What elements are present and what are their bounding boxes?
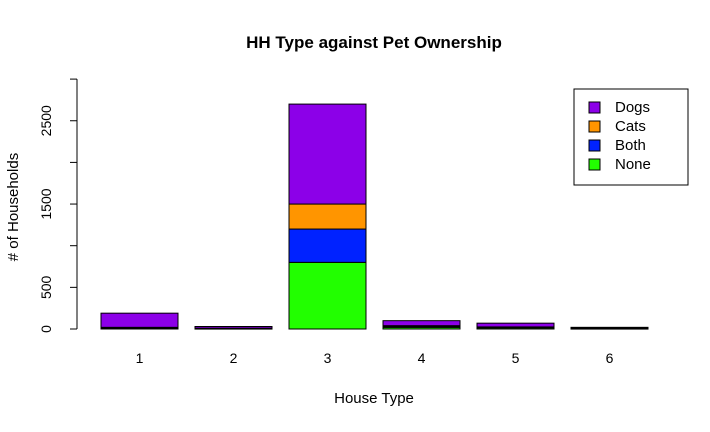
legend-swatch-both: [588, 139, 601, 152]
bar-segment-none: [288, 261, 367, 330]
bar-segment-cats: [288, 203, 367, 230]
y-tick-label: 1500: [38, 188, 54, 219]
legend-swatch-none: [588, 158, 601, 171]
legend-label-dogs: Dogs: [615, 99, 650, 116]
y-tick-label: 500: [38, 275, 54, 299]
legend-swatch-dogs: [588, 101, 601, 114]
x-tick-label: 4: [418, 350, 426, 366]
legend-label-both: Both: [615, 137, 646, 154]
bar-segment-dogs: [382, 320, 461, 327]
bar-segment-dogs: [570, 326, 649, 329]
bar-segment-dogs: [288, 103, 367, 205]
x-tick-label: 1: [136, 350, 144, 366]
bar-segment-dogs: [194, 326, 273, 329]
y-tick-label: 2500: [38, 105, 54, 136]
legend-label-cats: Cats: [615, 118, 646, 135]
bar-segment-dogs: [100, 312, 179, 328]
bar-segment-dogs: [476, 322, 555, 328]
chart-title: HH Type against Pet Ownership: [246, 33, 502, 52]
legend-swatch-cats: [588, 120, 601, 133]
x-axis-ticks: 1 2 3 4 5 6: [136, 350, 614, 366]
x-tick-label: 3: [324, 350, 332, 366]
bars-group: [100, 103, 649, 330]
legend-label-none: None: [615, 156, 651, 173]
x-axis-label: House Type: [334, 390, 414, 407]
x-tick-label: 6: [606, 350, 614, 366]
x-tick-label: 2: [230, 350, 238, 366]
y-axis: 0 500 1500 2500: [38, 78, 78, 333]
x-tick-label: 5: [512, 350, 520, 366]
legend: Dogs Cats Both None: [573, 88, 689, 186]
y-tick-label: 0: [38, 325, 54, 333]
bar-segment-both: [288, 228, 367, 263]
y-axis-label: # of Households: [5, 153, 22, 261]
